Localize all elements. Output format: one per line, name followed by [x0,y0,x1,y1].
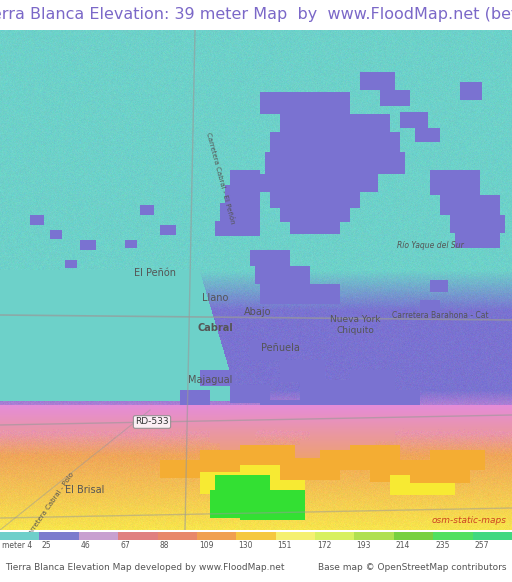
Bar [118,532,158,540]
Text: 88: 88 [160,541,169,549]
Bar [158,532,197,540]
Text: Tierra Blanca Elevation Map developed by www.FloodMap.net: Tierra Blanca Elevation Map developed by… [5,563,285,573]
Bar [197,532,237,540]
Bar [39,532,79,540]
Text: Carretera Barahona - Cat: Carretera Barahona - Cat [392,311,488,320]
Text: Llano: Llano [202,293,228,303]
Text: 235: 235 [435,541,450,549]
Bar [0,532,39,540]
Text: 151: 151 [278,541,292,549]
Bar [275,532,315,540]
Text: Tierra Blanca Elevation: 39 meter Map  by  www.FloodMap.net (beta): Tierra Blanca Elevation: 39 meter Map by… [0,8,512,23]
Text: 193: 193 [356,541,371,549]
Text: Peñuela: Peñuela [261,343,300,353]
Bar [79,532,118,540]
Text: Carretera Cabral - Polo: Carretera Cabral - Polo [25,471,75,539]
Bar [473,532,512,540]
Text: Nueva York
Chiquito: Nueva York Chiquito [330,315,380,335]
Text: 46: 46 [81,541,91,549]
Bar [315,532,354,540]
Text: osm-static-maps: osm-static-maps [432,516,507,525]
Text: Abajo: Abajo [244,307,272,317]
Text: El Peñón: El Peñón [134,268,176,278]
Text: Carretera Cabral - El Peñón: Carretera Cabral - El Peñón [205,132,235,225]
Text: 214: 214 [396,541,410,549]
Text: 172: 172 [317,541,331,549]
Text: Base map © OpenStreetMap contributors: Base map © OpenStreetMap contributors [318,563,507,573]
Text: Majagual: Majagual [188,375,232,385]
Bar [354,532,394,540]
Text: RD-533: RD-533 [135,417,169,427]
Text: meter 4: meter 4 [2,541,32,549]
Text: 25: 25 [41,541,51,549]
Text: 130: 130 [238,541,253,549]
Bar [237,532,275,540]
Bar [394,532,433,540]
Bar [433,532,473,540]
Text: El Brisal: El Brisal [66,485,104,495]
Text: 109: 109 [199,541,214,549]
Text: Cabral: Cabral [197,323,233,333]
Text: 257: 257 [475,541,489,549]
Text: Río Yaque del Sur: Río Yaque del Sur [397,240,463,250]
Text: 67: 67 [120,541,130,549]
